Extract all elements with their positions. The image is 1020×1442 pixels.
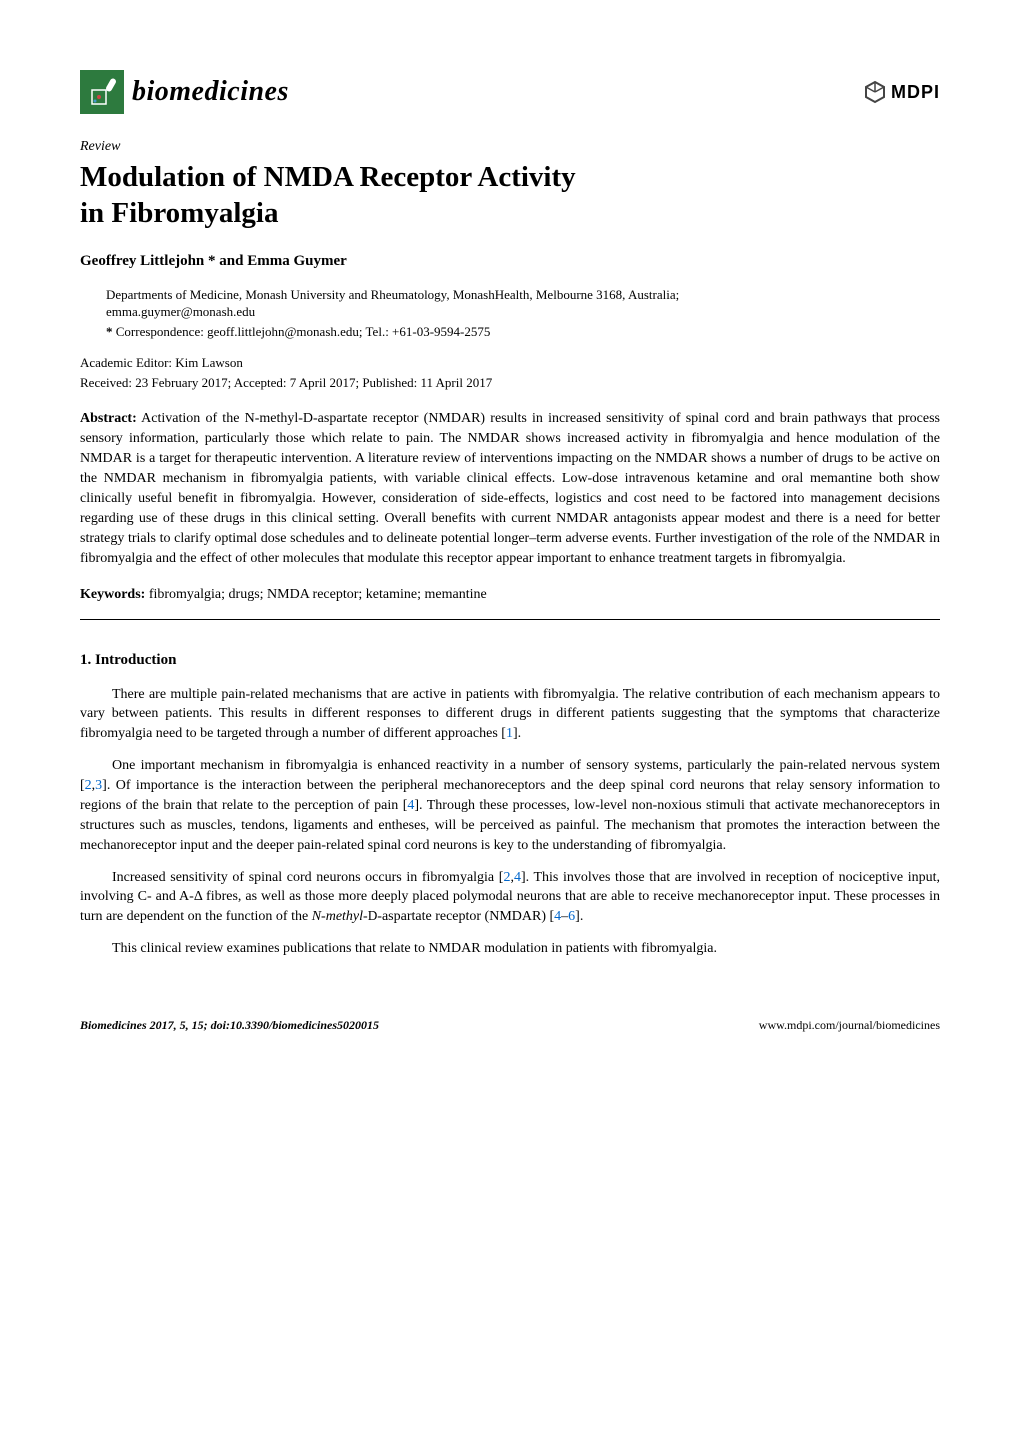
section-heading-intro: 1. Introduction <box>80 650 940 670</box>
title-line-2: in Fibromyalgia <box>80 197 278 229</box>
ref-link-1[interactable]: 1 <box>506 726 513 741</box>
ref-link-2[interactable]: 2 <box>85 778 92 793</box>
header-row: biomedicines MDPI <box>80 70 940 114</box>
abstract-text: Activation of the N-methyl-D-aspartate r… <box>80 411 940 565</box>
keywords-label: Keywords: <box>80 587 145 602</box>
page-footer: Biomedicines 2017, 5, 15; doi:10.3390/bi… <box>80 1009 940 1033</box>
footer-citation: Biomedicines 2017, 5, 15; doi:10.3390/bi… <box>80 1017 379 1033</box>
mdpi-hex-icon <box>863 80 887 104</box>
title-line-1: Modulation of NMDA Receptor Activity <box>80 161 576 193</box>
keywords: Keywords: fibromyalgia; drugs; NMDA rece… <box>80 586 940 605</box>
affiliation: Departments of Medicine, Monash Universi… <box>106 286 940 321</box>
abstract-label: Abstract: <box>80 411 137 426</box>
academic-editor: Academic Editor: Kim Lawson <box>80 354 940 372</box>
intro-para-1: There are multiple pain-related mechanis… <box>80 685 940 745</box>
article-dates: Received: 23 February 2017; Accepted: 7 … <box>80 374 940 392</box>
intro-para-3: Increased sensitivity of spinal cord neu… <box>80 868 940 928</box>
abstract: Abstract: Activation of the N-methyl-D-a… <box>80 409 940 568</box>
journal-name: biomedicines <box>132 73 289 111</box>
intro-para-4: This clinical review examines publicatio… <box>80 939 940 959</box>
intro-para-2: One important mechanism in fibromyalgia … <box>80 756 940 855</box>
authors: Geoffrey Littlejohn * and Emma Guymer <box>80 251 940 271</box>
correspondence: Correspondence: geoff.littlejohn@monash.… <box>106 323 940 341</box>
journal-logo-icon <box>80 70 124 114</box>
separator-rule <box>80 619 940 620</box>
footer-url: www.mdpi.com/journal/biomedicines <box>759 1017 940 1033</box>
keywords-text: fibromyalgia; drugs; NMDA receptor; keta… <box>145 587 486 602</box>
footer-journal-short: Biomedicines <box>80 1018 147 1032</box>
ref-link-6[interactable]: 4 <box>514 870 521 885</box>
publisher-logo: MDPI <box>863 80 940 104</box>
ref-link-7[interactable]: 4 <box>554 909 561 924</box>
affiliation-line-2: emma.guymer@monash.edu <box>106 304 255 319</box>
publisher-name: MDPI <box>891 80 940 104</box>
affiliation-line-1: Departments of Medicine, Monash Universi… <box>106 287 679 302</box>
article-type: Review <box>80 138 940 157</box>
article-title: Modulation of NMDA Receptor Activity in … <box>80 159 940 232</box>
ref-link-5[interactable]: 2 <box>503 870 510 885</box>
journal-logo-block: biomedicines <box>80 70 289 114</box>
